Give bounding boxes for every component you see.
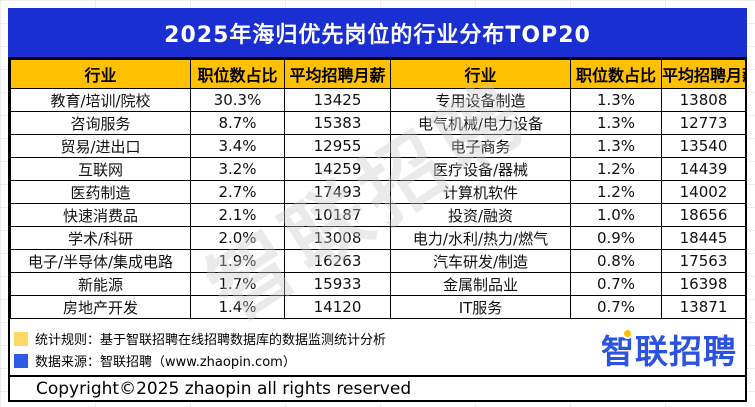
industry-cell: IT服务 bbox=[390, 295, 571, 319]
header-industry-right: 行业 bbox=[390, 59, 571, 89]
stat-rule-text: 统计规则：基于智联招聘在线招聘数据库的数据监测统计分析 bbox=[35, 333, 387, 348]
industry-cell: 快速消费品 bbox=[10, 203, 191, 227]
pct-cell: 1.9% bbox=[190, 249, 285, 273]
salary-cell: 14120 bbox=[284, 295, 391, 319]
logo-yellow-dot-icon bbox=[622, 328, 633, 339]
pct-cell: 1.2% bbox=[570, 180, 662, 204]
pct-cell: 2.7% bbox=[190, 180, 285, 204]
salary-cell: 15933 bbox=[284, 272, 391, 296]
pct-cell: 1.3% bbox=[570, 111, 662, 135]
industry-cell: 教育/培训/院校 bbox=[10, 88, 191, 112]
copyright-text: Copyright©2025 zhaopin all rights reserv… bbox=[36, 379, 412, 399]
industry-cell: 医疗设备/器械 bbox=[390, 157, 571, 181]
industry-cell: 学术/科研 bbox=[10, 226, 191, 250]
industry-cell: 咨询服务 bbox=[10, 111, 191, 135]
table-row: 贸易/进出口 3.4% 12955 电子商务 1.3% 13540 bbox=[10, 134, 746, 158]
table-row: 医药制造 2.7% 17493 计算机软件 1.2% 14002 bbox=[10, 180, 746, 204]
yellow-legend-square bbox=[14, 331, 28, 346]
salary-cell: 17563 bbox=[661, 249, 746, 273]
industry-cell: 投资/融资 bbox=[390, 203, 571, 227]
table-row: 互联网 3.2% 14259 医疗设备/器械 1.2% 14439 bbox=[10, 157, 746, 181]
salary-cell: 12773 bbox=[661, 111, 746, 135]
industry-cell: 房地产开发 bbox=[10, 295, 191, 319]
salary-cell: 18656 bbox=[661, 203, 746, 227]
pct-cell: 30.3% bbox=[190, 88, 285, 112]
header-salary-left: 平均招聘月薪 bbox=[284, 59, 391, 89]
table-container: 行业 职位数占比 平均招聘月薪 行业 职位数占比 平均招聘月薪 教育/培训/院校… bbox=[8, 57, 747, 402]
industry-cell: 金属制品业 bbox=[390, 272, 571, 296]
industry-cell: 电子商务 bbox=[390, 134, 571, 158]
pct-cell: 1.3% bbox=[570, 88, 662, 112]
salary-cell: 16263 bbox=[284, 249, 391, 273]
pct-cell: 1.7% bbox=[190, 272, 285, 296]
salary-cell: 17493 bbox=[284, 180, 391, 204]
industry-cell: 互联网 bbox=[10, 157, 191, 181]
industry-cell: 电气机械/电力设备 bbox=[390, 111, 571, 135]
table-row: 咨询服务 8.7% 15383 电气机械/电力设备 1.3% 12773 bbox=[10, 111, 746, 135]
salary-cell: 16398 bbox=[661, 272, 746, 296]
salary-cell: 13540 bbox=[661, 134, 746, 158]
pct-cell: 2.1% bbox=[190, 203, 285, 227]
industry-cell: 专用设备制造 bbox=[390, 88, 571, 112]
header-salary-right: 平均招聘月薪 bbox=[661, 59, 746, 89]
industry-cell: 汽车研发/制造 bbox=[390, 249, 571, 273]
pct-cell: 0.9% bbox=[570, 226, 662, 250]
table-row: 电子/半导体/集成电路 1.9% 16263 汽车研发/制造 0.8% 17563 bbox=[10, 249, 746, 273]
table-header-row: 行业 职位数占比 平均招聘月薪 行业 职位数占比 平均招聘月薪 bbox=[10, 59, 746, 89]
table-body: 教育/培训/院校 30.3% 13425 专用设备制造 1.3% 13808 咨询服务 8.7… bbox=[10, 88, 746, 319]
pct-cell: 2.0% bbox=[190, 226, 285, 250]
industry-cell: 贸易/进出口 bbox=[10, 134, 191, 158]
table-row: 学术/科研 2.0% 13008 电力/水利/热力/燃气 0.9% 18445 bbox=[10, 226, 746, 250]
salary-cell: 14002 bbox=[661, 180, 746, 204]
table-row: 快速消费品 2.1% 10187 投资/融资 1.0% 18656 bbox=[10, 203, 746, 227]
pct-cell: 3.2% bbox=[190, 157, 285, 181]
industry-cell: 电力/水利/热力/燃气 bbox=[390, 226, 571, 250]
pct-cell: 1.4% bbox=[190, 295, 285, 319]
zhaopin-logo-text: 智联招聘 bbox=[601, 332, 737, 371]
header-pct-left: 职位数占比 bbox=[190, 59, 285, 89]
data-source-note: 数据来源：智联招聘（www.zhaopin.com） bbox=[14, 351, 296, 370]
pct-cell: 0.8% bbox=[570, 249, 662, 273]
pct-cell: 1.3% bbox=[570, 134, 662, 158]
header-industry-left: 行业 bbox=[10, 59, 191, 89]
blue-legend-square bbox=[14, 353, 28, 368]
salary-cell: 12955 bbox=[284, 134, 391, 158]
pct-cell: 3.4% bbox=[190, 134, 285, 158]
industry-cell: 医药制造 bbox=[10, 180, 191, 204]
industry-cell: 电子/半导体/集成电路 bbox=[10, 249, 191, 273]
industry-table: 行业 职位数占比 平均招聘月薪 行业 职位数占比 平均招聘月薪 教育/培训/院校… bbox=[10, 59, 746, 319]
table-row: 教育/培训/院校 30.3% 13425 专用设备制造 1.3% 13808 bbox=[10, 88, 746, 112]
header-pct-right: 职位数占比 bbox=[570, 59, 662, 89]
stat-rule-note: 统计规则：基于智联招聘在线招聘数据库的数据监测统计分析 bbox=[14, 329, 386, 348]
salary-cell: 14259 bbox=[284, 157, 391, 181]
table-row: 新能源 1.7% 15933 金属制品业 0.7% 16398 bbox=[10, 272, 746, 296]
pct-cell: 0.7% bbox=[570, 272, 662, 296]
pct-cell: 1.0% bbox=[570, 203, 662, 227]
salary-cell: 10187 bbox=[284, 203, 391, 227]
salary-cell: 13871 bbox=[661, 295, 746, 319]
pct-cell: 1.2% bbox=[570, 157, 662, 181]
salary-cell: 14439 bbox=[661, 157, 746, 181]
salary-cell: 13008 bbox=[284, 226, 391, 250]
footer-divider bbox=[10, 375, 745, 377]
table-row: 房地产开发 1.4% 14120 IT服务 0.7% 13871 bbox=[10, 295, 746, 319]
salary-cell: 13808 bbox=[661, 88, 746, 112]
data-source-text: 数据来源：智联招聘（www.zhaopin.com） bbox=[35, 355, 296, 370]
zhaopin-logo: 智联招聘 bbox=[601, 325, 737, 373]
pct-cell: 8.7% bbox=[190, 111, 285, 135]
salary-cell: 15383 bbox=[284, 111, 391, 135]
pct-cell: 0.7% bbox=[570, 295, 662, 319]
page-title: 2025年海归优先岗位的行业分布TOP20 bbox=[8, 8, 747, 57]
salary-cell: 18445 bbox=[661, 226, 746, 250]
salary-cell: 13425 bbox=[284, 88, 391, 112]
industry-cell: 新能源 bbox=[10, 272, 191, 296]
industry-cell: 计算机软件 bbox=[390, 180, 571, 204]
